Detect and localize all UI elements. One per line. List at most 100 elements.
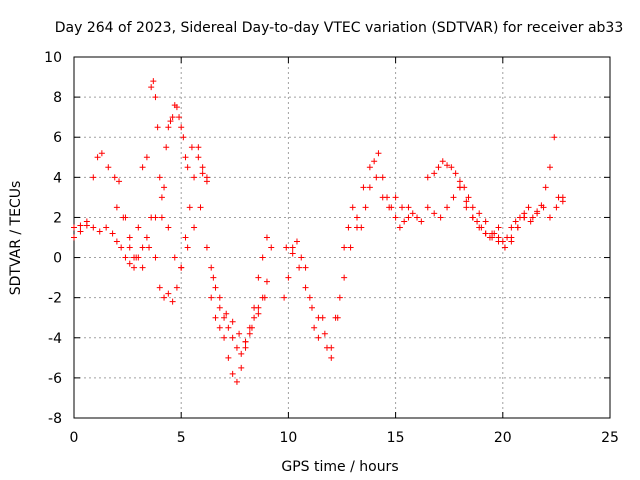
data-point <box>156 174 163 181</box>
data-point <box>188 144 195 151</box>
data-point <box>246 330 253 337</box>
data-point <box>131 264 138 271</box>
data-point <box>315 334 322 341</box>
data-point <box>152 214 159 221</box>
data-point <box>208 264 215 271</box>
grid <box>74 57 610 418</box>
data-point <box>191 224 198 231</box>
data-point <box>448 164 455 171</box>
y-tick-label: 8 <box>53 90 62 106</box>
data-point <box>308 304 315 311</box>
data-point <box>229 318 236 325</box>
data-point <box>540 204 547 211</box>
data-point <box>375 150 382 157</box>
data-point <box>203 174 210 181</box>
data-point <box>113 204 120 211</box>
y-tick-label: 10 <box>44 50 62 66</box>
data-point <box>261 294 268 301</box>
data-point <box>456 178 463 185</box>
series-track-F <box>424 134 566 245</box>
y-tick-label: 6 <box>53 130 62 146</box>
data-point <box>171 254 178 261</box>
data-point <box>184 244 191 251</box>
data-point <box>542 184 549 191</box>
data-point <box>242 344 249 351</box>
data-point <box>444 204 451 211</box>
data-point <box>289 250 296 257</box>
data-point <box>347 244 354 251</box>
data-point <box>182 154 189 161</box>
data-point <box>251 314 258 321</box>
data-point <box>173 104 180 111</box>
data-point <box>345 224 352 231</box>
data-point <box>176 114 183 121</box>
data-point <box>263 278 270 285</box>
data-point <box>169 298 176 305</box>
data-point <box>285 274 292 281</box>
data-point <box>90 224 97 231</box>
data-point <box>424 204 431 211</box>
data-point <box>546 214 553 221</box>
data-point <box>551 134 558 141</box>
data-point <box>152 254 159 261</box>
data-point <box>508 238 515 245</box>
data-point <box>514 224 521 231</box>
data-point <box>116 178 123 185</box>
data-point <box>321 330 328 337</box>
x-tick-label: 15 <box>387 430 405 446</box>
data-point <box>255 310 262 317</box>
data-point <box>225 324 232 331</box>
data-point <box>298 254 305 261</box>
data-point <box>208 294 215 301</box>
data-point <box>216 304 223 311</box>
data-point <box>495 234 502 241</box>
data-point <box>469 214 476 221</box>
data-point <box>476 210 483 217</box>
data-point <box>450 194 457 201</box>
data-point <box>463 198 470 205</box>
data-point <box>178 124 185 131</box>
y-axis-ticks: -8 -6 -4 -2 0 2 4 6 8 10 <box>44 50 610 427</box>
data-point <box>154 124 161 131</box>
data-point <box>405 214 412 221</box>
data-point <box>444 162 451 169</box>
data-point <box>362 204 369 211</box>
data-point <box>98 150 105 157</box>
data-point <box>216 324 223 331</box>
data-point <box>163 144 170 151</box>
data-point <box>182 234 189 241</box>
data-point <box>431 170 438 177</box>
data-point <box>418 218 425 225</box>
data-point <box>212 284 219 291</box>
data-points <box>71 78 566 385</box>
data-point <box>431 210 438 217</box>
data-point <box>474 218 481 225</box>
y-tick-label: -6 <box>48 371 62 387</box>
data-point <box>366 184 373 191</box>
data-point <box>349 204 356 211</box>
data-point <box>534 210 541 217</box>
data-point <box>120 214 127 221</box>
series-track-A <box>71 78 275 385</box>
y-tick-label: 2 <box>53 210 62 226</box>
data-point <box>139 264 146 271</box>
data-point <box>371 158 378 165</box>
plot-frame <box>73 56 611 419</box>
data-point <box>341 274 348 281</box>
data-point <box>456 184 463 191</box>
data-point <box>109 230 116 237</box>
data-point <box>259 254 266 261</box>
data-point <box>165 124 172 131</box>
data-point <box>199 164 206 171</box>
data-point <box>525 204 532 211</box>
series-track-C <box>113 194 268 345</box>
data-point <box>173 284 180 291</box>
data-point <box>302 264 309 271</box>
data-point <box>221 334 228 341</box>
x-tick-label: 25 <box>601 430 619 446</box>
data-point <box>105 164 112 171</box>
data-point <box>229 370 236 377</box>
data-point <box>236 330 243 337</box>
data-point <box>71 234 77 241</box>
data-point <box>437 214 444 221</box>
